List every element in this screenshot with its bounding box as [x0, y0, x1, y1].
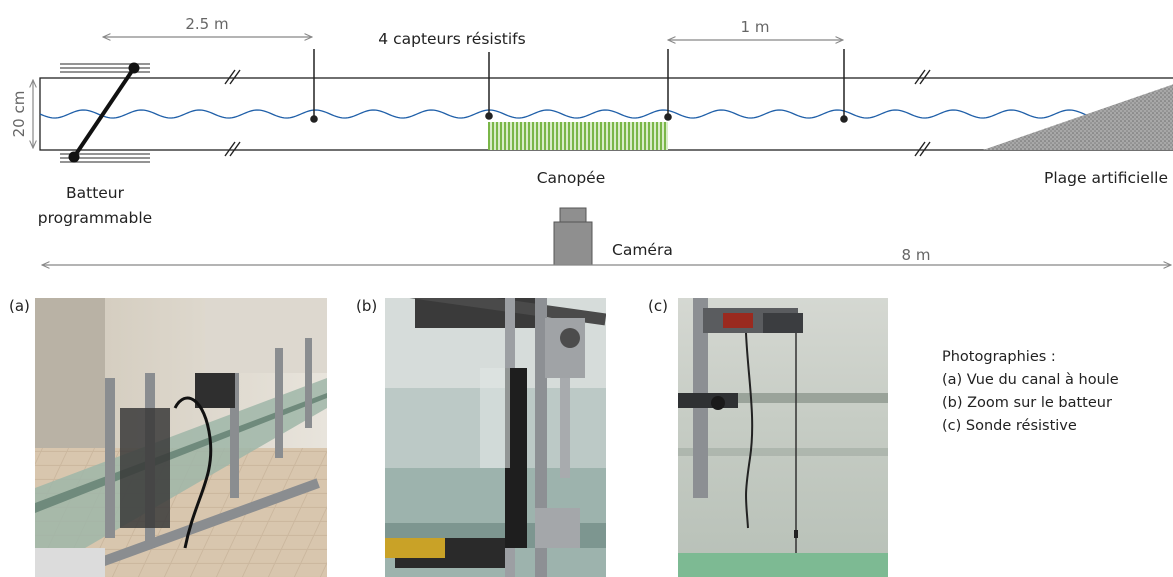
break-marks-right	[914, 69, 931, 157]
photo-a-wave-flume	[35, 298, 327, 577]
probe-3	[664, 49, 672, 121]
batteur-label-line2: programmable	[38, 209, 152, 227]
wave-flume-diagram: 2.5 m 1 m 4 capteurs résistifs 20 cm	[10, 15, 1173, 280]
wave-maker	[60, 62, 150, 163]
water-surface-wave	[39, 109, 1091, 119]
photo-b-wave-maker-zoom	[385, 298, 606, 577]
probes-label: 4 capteurs résistifs	[378, 30, 525, 48]
photo-a-tag: (a)	[9, 297, 30, 315]
photographs-caption: Photographies : (a) Vue du canal à houle…	[942, 346, 1119, 438]
photo-c-resistive-probe	[678, 298, 888, 577]
artificial-beach	[983, 84, 1173, 150]
photo-b-tag: (b)	[356, 297, 378, 315]
beach-label: Plage artificielle	[1044, 169, 1168, 187]
camera-icon	[553, 207, 593, 266]
caption-title: Photographies :	[942, 349, 1056, 365]
probe-4	[840, 49, 848, 123]
dim-label-1m: 1 m	[741, 18, 770, 36]
probe-1	[310, 49, 318, 123]
camera-label: Caméra	[612, 241, 673, 259]
canopy-stems	[488, 122, 668, 150]
dim-label-20cm: 20 cm	[10, 91, 28, 138]
caption-line-c: (c) Sonde résistive	[942, 418, 1077, 434]
caption-line-b: (b) Zoom sur le batteur	[942, 395, 1112, 411]
caption-line-a: (a) Vue du canal à houle	[942, 372, 1119, 388]
dim-label-2-5m: 2.5 m	[185, 15, 228, 33]
break-marks-left	[224, 69, 241, 157]
probe-2	[485, 52, 493, 120]
batteur-label-line1: Batteur	[66, 184, 125, 202]
canopy-label: Canopée	[537, 169, 606, 187]
photo-c-tag: (c)	[648, 297, 668, 315]
dim-label-8m: 8 m	[902, 246, 931, 264]
